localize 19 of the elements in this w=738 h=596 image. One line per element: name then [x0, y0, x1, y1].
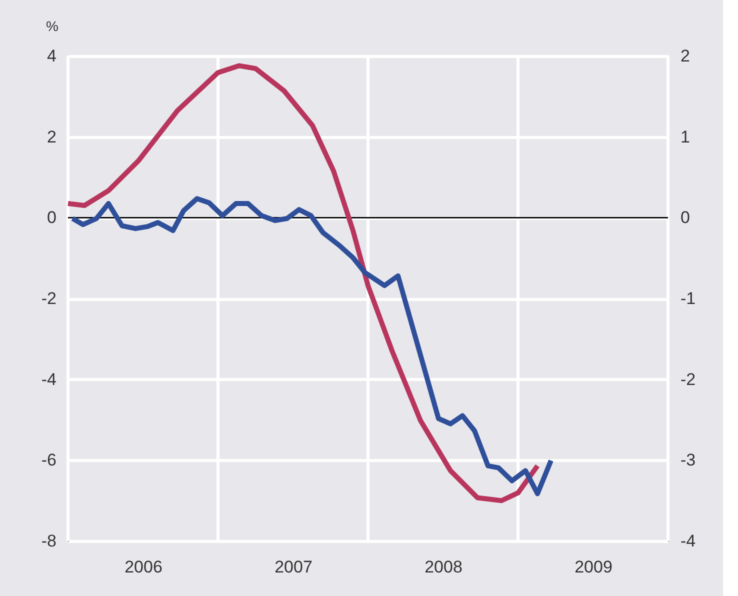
- x-tick-label: 2008: [424, 558, 462, 576]
- y-tick-label: 2: [47, 127, 56, 146]
- y2-tick-label: 0: [680, 208, 690, 228]
- y-tick-label: -6: [41, 450, 56, 470]
- y-tick-label: -2: [41, 289, 56, 308]
- y-tick-label: 4: [47, 46, 56, 66]
- x-tick-label: 2006: [124, 558, 162, 576]
- y2-tick-label: -2: [680, 370, 696, 389]
- y2-tick-label: 2: [680, 46, 690, 66]
- y-axis-title: %: [46, 18, 58, 34]
- y2-tick-label: 1: [680, 127, 690, 146]
- y2-tick-label: -4: [680, 532, 696, 550]
- y-tick-label: 0: [47, 208, 56, 228]
- y-tick-label: -4: [41, 370, 56, 389]
- y2-tick-label: -1: [680, 289, 696, 308]
- x-tick-label: 2009: [574, 558, 612, 576]
- y-tick-label: -8: [41, 532, 56, 550]
- x-tick-label: 2007: [274, 558, 312, 576]
- y2-tick-label: -3: [680, 450, 696, 470]
